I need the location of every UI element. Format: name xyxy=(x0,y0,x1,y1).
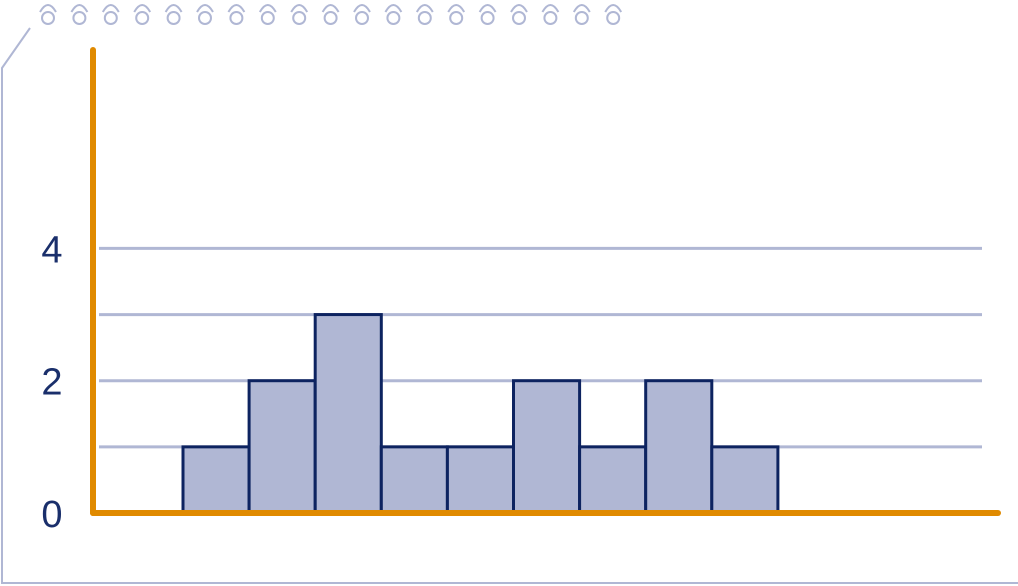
ring xyxy=(103,11,118,25)
bar xyxy=(578,445,648,515)
ring-hook xyxy=(164,4,183,13)
ring xyxy=(512,11,526,25)
ring xyxy=(574,11,589,25)
ring xyxy=(292,11,307,25)
ring xyxy=(135,11,150,25)
ring-hook xyxy=(70,4,89,13)
bar xyxy=(247,379,317,515)
ring-hook xyxy=(353,4,371,13)
ring-hook xyxy=(227,4,246,13)
ring xyxy=(417,11,432,25)
ring-hook xyxy=(604,4,623,13)
ring-hook xyxy=(510,4,528,13)
ring-hook xyxy=(384,4,403,13)
spiral-rings xyxy=(39,4,623,25)
ring-hook xyxy=(478,4,497,13)
bar xyxy=(512,379,582,515)
bar xyxy=(313,313,383,515)
ring xyxy=(229,11,244,25)
ring-hook xyxy=(447,4,466,13)
ring-hook xyxy=(258,4,277,13)
ring-hook xyxy=(133,4,152,13)
ring xyxy=(543,11,558,25)
notepad-border xyxy=(1,27,1018,584)
y-tick-label: 4 xyxy=(41,229,62,271)
ring xyxy=(480,11,495,25)
ring-hook xyxy=(572,4,591,13)
ring xyxy=(323,11,338,25)
y-tick-label: 2 xyxy=(41,362,62,404)
ring xyxy=(198,11,212,25)
bar xyxy=(181,445,251,515)
bar xyxy=(379,445,449,515)
ring xyxy=(41,11,55,25)
ring-hook xyxy=(290,4,309,13)
ring xyxy=(166,11,181,25)
ring-hook xyxy=(415,4,434,13)
ring xyxy=(606,11,621,25)
ring xyxy=(386,11,401,25)
bar xyxy=(644,379,714,515)
bar xyxy=(445,445,515,515)
ring-hook xyxy=(196,4,214,13)
ring xyxy=(355,11,369,25)
ring xyxy=(72,11,87,25)
ring xyxy=(260,11,275,25)
ring-hook xyxy=(101,4,120,13)
bar xyxy=(710,445,780,515)
y-tick-label: 0 xyxy=(41,494,62,536)
ring-hook xyxy=(39,4,57,13)
ring-hook xyxy=(541,4,560,13)
ring xyxy=(449,11,464,25)
ring-hook xyxy=(321,4,340,13)
